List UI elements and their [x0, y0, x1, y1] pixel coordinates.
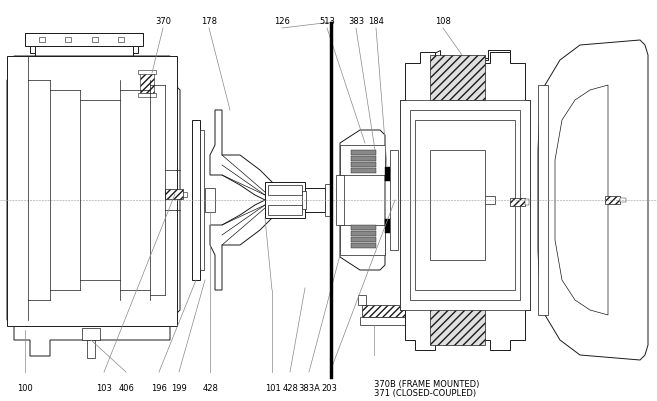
Bar: [205, 188, 215, 212]
Bar: [351, 225, 376, 230]
Bar: [385, 219, 390, 233]
Text: 371 (CLOSED-COUPLED): 371 (CLOSED-COUPLED): [374, 389, 476, 398]
Bar: [351, 162, 376, 167]
Bar: [620, 198, 626, 202]
Text: 370B (FRAME MOUNTED): 370B (FRAME MOUNTED): [374, 380, 480, 389]
Bar: [400, 100, 530, 310]
Bar: [118, 37, 124, 42]
Bar: [25, 33, 143, 46]
Text: 383: 383: [349, 18, 365, 26]
Text: 108: 108: [436, 18, 451, 26]
Polygon shape: [555, 85, 608, 315]
Bar: [390, 150, 398, 250]
Text: 101: 101: [265, 385, 281, 393]
Bar: [410, 110, 520, 300]
Bar: [336, 175, 344, 225]
Polygon shape: [435, 58, 510, 130]
Bar: [351, 243, 376, 248]
Bar: [510, 198, 525, 206]
Bar: [7, 56, 177, 326]
Bar: [30, 45, 138, 53]
Bar: [183, 192, 187, 197]
Text: 428: 428: [283, 385, 299, 393]
Bar: [385, 167, 390, 181]
Text: 103: 103: [96, 385, 112, 393]
Text: 513: 513: [319, 18, 335, 26]
Bar: [140, 73, 154, 93]
Text: 406: 406: [119, 385, 135, 393]
Bar: [538, 85, 548, 315]
Text: 203: 203: [322, 385, 338, 393]
Text: 199: 199: [171, 385, 187, 393]
Bar: [351, 168, 376, 173]
Bar: [450, 193, 480, 207]
Bar: [268, 185, 302, 195]
Bar: [340, 145, 385, 175]
Bar: [35, 46, 133, 56]
Bar: [138, 70, 156, 74]
Bar: [358, 295, 366, 305]
Bar: [430, 150, 485, 260]
Bar: [330, 22, 333, 379]
Text: 178: 178: [201, 18, 217, 26]
Text: 196: 196: [151, 385, 167, 393]
Bar: [302, 191, 306, 209]
Bar: [525, 199, 529, 205]
Bar: [92, 37, 98, 42]
Text: 184: 184: [369, 18, 384, 26]
Bar: [351, 231, 376, 236]
Bar: [430, 55, 485, 100]
Bar: [265, 182, 305, 218]
Polygon shape: [430, 50, 510, 110]
Bar: [325, 184, 330, 216]
Bar: [82, 328, 100, 340]
Bar: [200, 130, 204, 270]
Bar: [138, 93, 156, 97]
Bar: [25, 33, 143, 45]
Bar: [360, 317, 424, 325]
Polygon shape: [210, 200, 280, 290]
Bar: [39, 37, 45, 42]
Text: 428: 428: [202, 385, 218, 393]
Bar: [192, 120, 200, 280]
Text: 100: 100: [17, 385, 33, 393]
Text: 383A: 383A: [298, 385, 320, 393]
Bar: [340, 225, 385, 255]
Bar: [268, 205, 302, 215]
Polygon shape: [400, 52, 530, 350]
Bar: [362, 305, 422, 317]
Bar: [415, 120, 515, 290]
Bar: [305, 188, 325, 212]
Bar: [65, 37, 71, 42]
Text: 126: 126: [275, 18, 290, 26]
Bar: [351, 237, 376, 242]
Bar: [351, 156, 376, 161]
Text: 370: 370: [155, 18, 171, 26]
Bar: [87, 340, 95, 358]
Bar: [165, 189, 183, 199]
Bar: [605, 196, 620, 204]
Polygon shape: [538, 40, 648, 360]
Bar: [351, 150, 376, 155]
Bar: [480, 196, 495, 204]
Polygon shape: [340, 130, 385, 270]
Polygon shape: [7, 56, 180, 356]
Polygon shape: [210, 110, 280, 200]
Bar: [430, 300, 485, 345]
